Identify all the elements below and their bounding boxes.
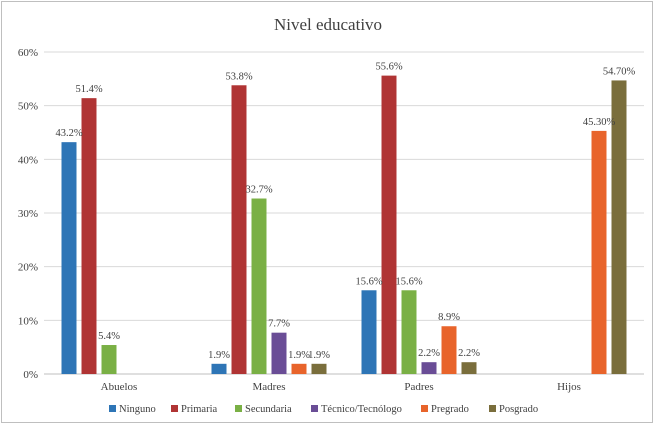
bar <box>291 363 307 374</box>
y-axis: 0% 10% 20% 30% 40% 50% 60% <box>18 47 644 381</box>
y-tick-label: 0% <box>23 369 38 381</box>
bar <box>101 345 117 374</box>
bar <box>611 80 627 375</box>
y-tick-label: 60% <box>18 47 38 59</box>
bar <box>231 85 247 375</box>
data-label: 1.9% <box>208 350 230 361</box>
y-tick-label: 10% <box>18 315 38 327</box>
data-label: 43.2% <box>55 128 82 139</box>
y-tick-label: 30% <box>18 208 38 220</box>
bar <box>591 130 607 374</box>
bar <box>401 290 417 374</box>
legend-label: Pregrado <box>431 404 469 415</box>
bar <box>311 363 327 374</box>
legend: Ninguno Primaria Secundaria Técnico/Tecnólo… <box>109 404 538 415</box>
bar <box>381 75 397 374</box>
legend-label: Ninguno <box>119 404 156 415</box>
data-label: 1.9% <box>288 350 310 361</box>
y-tick-label: 20% <box>18 262 38 274</box>
data-label: 2.2% <box>418 348 440 359</box>
data-label: 51.4% <box>75 84 102 95</box>
data-label: 15.6% <box>395 276 422 287</box>
legend-label: Primaria <box>181 404 217 415</box>
bar <box>251 198 267 374</box>
data-label: 2.2% <box>458 348 480 359</box>
data-label: 15.6% <box>355 276 382 287</box>
data-label: 5.4% <box>98 331 120 342</box>
y-tick-label: 50% <box>18 101 38 113</box>
bar <box>421 362 437 374</box>
bar <box>271 332 287 374</box>
bar <box>61 142 77 374</box>
data-label: 8.9% <box>438 312 460 323</box>
data-label: 53.8% <box>225 71 252 82</box>
legend-swatch <box>235 405 242 412</box>
x-tick-label: Padres <box>404 381 433 393</box>
data-labels: 43.2%51.4%5.4%1.9%53.8%32.7%7.7%1.9%1.9%… <box>55 62 635 361</box>
legend-swatch <box>109 405 116 412</box>
bar <box>441 326 457 374</box>
legend-label: Posgrado <box>499 404 538 415</box>
bar <box>461 362 477 374</box>
bar <box>211 363 227 374</box>
x-tick-label: Madres <box>253 381 286 393</box>
y-tick-label: 40% <box>18 154 38 166</box>
data-label: 45.30% <box>583 117 616 128</box>
gridlines <box>44 51 644 375</box>
x-tick-label: Abuelos <box>101 381 138 393</box>
legend-swatch <box>311 405 318 412</box>
x-tick-label: Hijos <box>557 381 581 393</box>
data-label: 32.7% <box>245 185 272 196</box>
legend-swatch <box>171 405 178 412</box>
legend-label: Técnico/Tecnólogo <box>321 404 402 415</box>
data-label: 54.70% <box>603 66 636 77</box>
legend-swatch <box>489 405 496 412</box>
data-label: 7.7% <box>268 319 290 330</box>
legend-label: Secundaria <box>245 404 292 415</box>
bar <box>361 290 377 374</box>
bar <box>81 98 97 375</box>
bars <box>61 75 627 375</box>
x-axis: Abuelos Madres Padres Hijos <box>101 381 581 393</box>
data-label: 1.9% <box>308 350 330 361</box>
chart-title: Nivel educativo <box>274 15 382 34</box>
legend-swatch <box>421 405 428 412</box>
data-label: 55.6% <box>375 62 402 73</box>
